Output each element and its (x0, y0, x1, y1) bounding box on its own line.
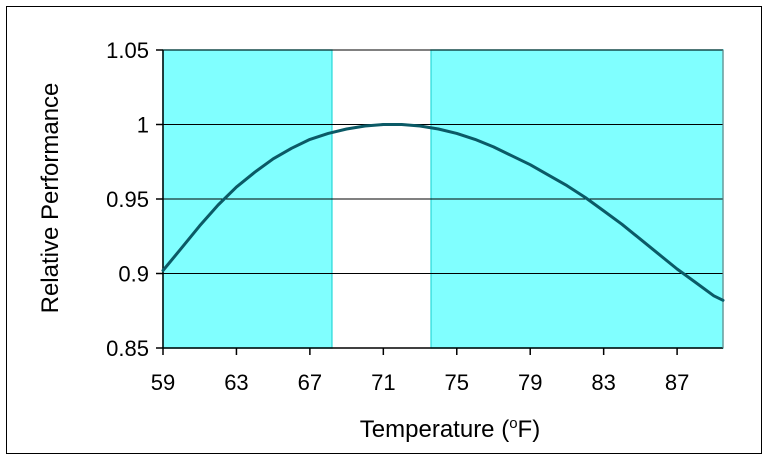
x-axis-title: Temperature (oF) (360, 415, 540, 443)
x-tick-label-0: 59 (151, 370, 175, 395)
x-tick-label-6: 83 (591, 370, 615, 395)
x-tick-label-4: 75 (445, 370, 469, 395)
x-tick-label-1: 63 (224, 370, 248, 395)
y-tick-label-4: 1.05 (106, 38, 149, 63)
x-tick-label-5: 79 (518, 370, 542, 395)
y-tick-label-3: 1 (137, 113, 149, 138)
y-tick-label-2: 0.95 (106, 187, 149, 212)
y-axis-title: Relative Performance (37, 83, 64, 314)
x-tick-label-3: 71 (371, 370, 395, 395)
axes (156, 49, 724, 355)
series-group (161, 123, 725, 302)
x-tick-labels: 59 63 67 71 75 79 83 87 (151, 370, 690, 395)
x-tick-label-2: 67 (298, 370, 322, 395)
y-tick-label-1: 0.9 (118, 262, 149, 287)
y-tick-labels: 0.85 0.9 0.95 1 1.05 (106, 38, 149, 361)
y-tick-label-0: 0.85 (106, 336, 149, 361)
x-tick-label-7: 87 (665, 370, 689, 395)
series-line-0 (161, 123, 725, 302)
